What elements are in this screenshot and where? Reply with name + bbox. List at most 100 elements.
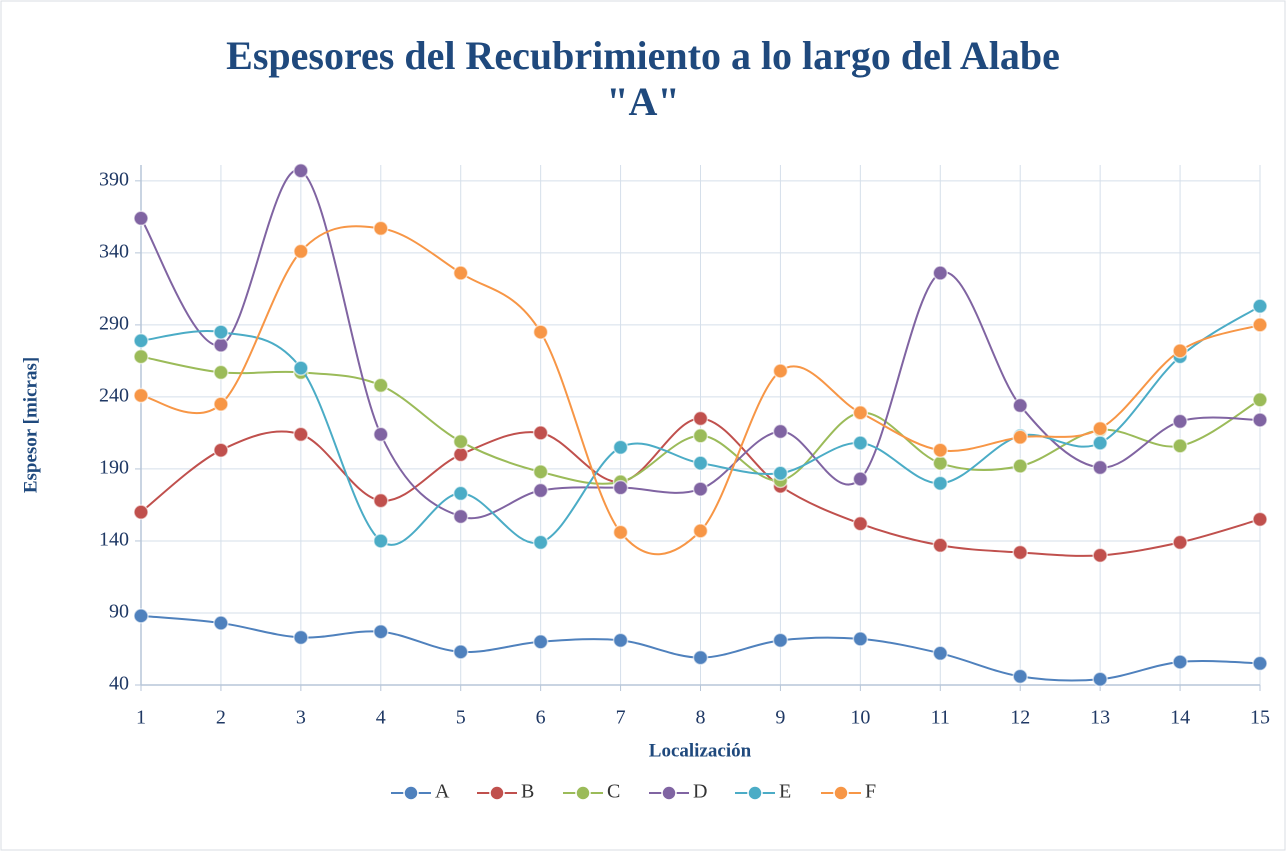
- data-point: [373, 220, 389, 237]
- x-tick-label: 4: [376, 707, 386, 729]
- x-tick-label: 7: [616, 707, 626, 729]
- x-tick-label: 3: [296, 707, 306, 729]
- data-point: [1252, 511, 1268, 528]
- data-point: [692, 481, 709, 497]
- legend-label: C: [607, 781, 620, 803]
- data-point: [213, 396, 229, 412]
- legend-marker: [575, 785, 591, 801]
- data-point: [692, 523, 709, 539]
- data-point: [612, 524, 629, 541]
- data-point: [373, 492, 389, 509]
- data-point: [293, 243, 309, 260]
- data-point: [213, 615, 229, 631]
- data-point: [452, 644, 469, 660]
- x-tick-label: 14: [1170, 707, 1190, 729]
- data-point: [532, 482, 549, 499]
- data-point: [932, 475, 949, 492]
- legend-label: F: [865, 781, 876, 803]
- data-point: [1252, 298, 1268, 314]
- data-point: [452, 446, 469, 463]
- series-line: [140, 225, 1261, 556]
- data-point: [1012, 668, 1028, 685]
- data-point: [213, 442, 229, 458]
- series-line: [140, 417, 1261, 557]
- y-tick-label: 190: [99, 457, 129, 479]
- data-point: [1092, 547, 1108, 564]
- legend-label: D: [693, 781, 707, 803]
- data-point: [452, 485, 469, 502]
- data-point: [1092, 435, 1108, 451]
- data-point: [1252, 412, 1268, 428]
- x-tick-label: 8: [696, 707, 706, 729]
- series-line: [140, 305, 1261, 546]
- y-tick-label: 390: [99, 168, 129, 190]
- x-tick-label: 5: [456, 707, 466, 729]
- data-point: [692, 649, 709, 666]
- data-point: [133, 332, 149, 349]
- data-point: [133, 348, 149, 365]
- data-point: [852, 405, 869, 421]
- data-point: [1172, 654, 1188, 670]
- data-point: [692, 455, 709, 471]
- chart-title: "A": [606, 79, 679, 124]
- x-tick-label: 10: [850, 707, 870, 729]
- data-point: [373, 426, 389, 443]
- legend-item: C: [563, 781, 620, 803]
- legend-label: E: [779, 781, 791, 803]
- data-point: [1252, 392, 1268, 408]
- data-point: [293, 163, 309, 179]
- data-point: [772, 423, 789, 440]
- x-tick-label: 9: [775, 707, 785, 729]
- x-tick-label: 13: [1090, 707, 1110, 729]
- legend-item: A: [391, 781, 450, 803]
- legend-marker: [661, 785, 677, 801]
- legend-marker: [489, 785, 505, 801]
- chart-title: Espesores del Recubrimiento a lo largo d…: [226, 33, 1060, 78]
- data-point: [133, 504, 149, 520]
- data-point: [133, 608, 149, 624]
- legend-label: B: [521, 781, 534, 803]
- data-point: [852, 515, 869, 532]
- data-point: [532, 634, 549, 650]
- data-point: [213, 337, 229, 353]
- data-point: [373, 377, 389, 394]
- data-point: [692, 428, 709, 444]
- data-point: [1252, 655, 1268, 672]
- y-axis-label: Espesor [micras]: [20, 357, 41, 493]
- data-point: [932, 265, 949, 281]
- data-point: [532, 464, 549, 480]
- x-tick-label: 11: [931, 707, 950, 729]
- y-tick-label: 340: [99, 240, 129, 262]
- data-point: [532, 425, 549, 441]
- data-point: [612, 479, 629, 496]
- y-tick-label: 90: [109, 601, 129, 623]
- data-point: [932, 645, 949, 662]
- data-point: [1172, 343, 1188, 359]
- x-tick-label: 6: [536, 707, 546, 729]
- x-tick-label: 2: [216, 707, 226, 729]
- data-point: [772, 465, 789, 482]
- data-point: [1172, 534, 1188, 551]
- y-tick-label: 140: [99, 529, 129, 551]
- data-point: [133, 210, 149, 227]
- data-point: [1092, 671, 1108, 687]
- data-point: [532, 324, 549, 340]
- data-point: [452, 433, 469, 450]
- data-point: [612, 632, 629, 649]
- legend-marker: [747, 785, 763, 801]
- legend-item: E: [735, 781, 791, 803]
- data-point: [213, 364, 229, 381]
- data-point: [932, 455, 949, 471]
- data-point: [532, 534, 549, 551]
- legend-marker: [403, 785, 419, 801]
- data-point: [772, 363, 789, 379]
- data-point: [852, 631, 869, 647]
- data-point: [1172, 413, 1188, 430]
- data-point: [373, 533, 389, 549]
- legend-marker: [833, 785, 849, 801]
- x-tick-label: 15: [1250, 707, 1270, 729]
- x-tick-label: 1: [136, 707, 146, 729]
- data-point: [692, 410, 709, 427]
